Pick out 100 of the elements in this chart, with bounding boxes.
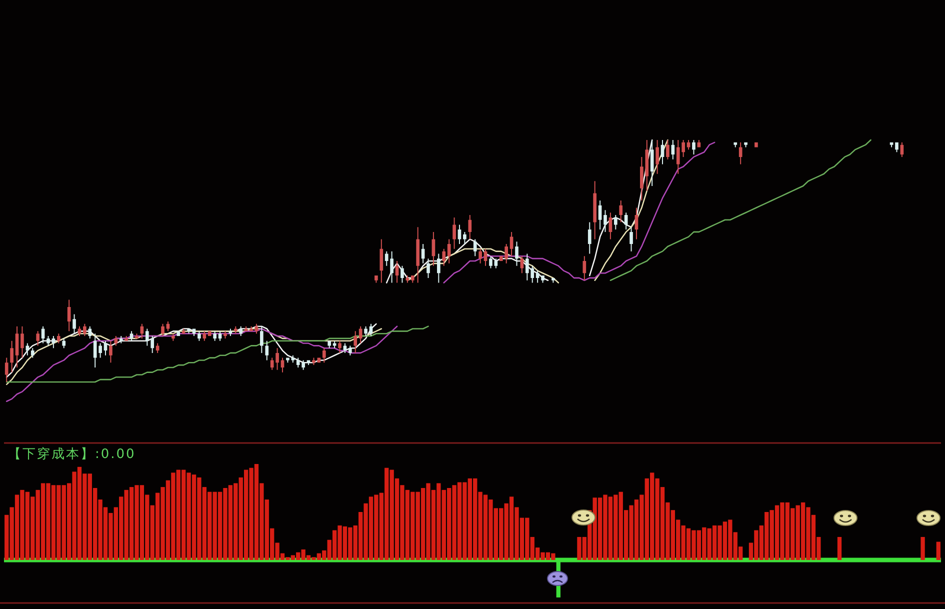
- candlestick: [4, 358, 8, 382]
- candlestick: [395, 261, 399, 283]
- candlestick: [895, 142, 898, 152]
- candlestick: [473, 239, 477, 256]
- candlestick: [30, 348, 34, 358]
- candlestick: [738, 142, 742, 164]
- candlestick: [442, 248, 446, 266]
- candlestick: [328, 340, 332, 348]
- candlestick: [369, 324, 373, 336]
- candlestick: [468, 215, 472, 240]
- candlestick: [67, 300, 71, 332]
- candlestick: [26, 343, 30, 356]
- candlestick: [608, 212, 612, 240]
- candlestick: [62, 338, 66, 348]
- candlestick: [172, 334, 175, 341]
- candlestick: [650, 140, 654, 186]
- candlestick: [400, 266, 404, 283]
- candlestick: [72, 314, 76, 334]
- candlestick: [343, 343, 347, 353]
- candlestick: [666, 140, 670, 160]
- candlestick: [109, 340, 112, 363]
- bar: [920, 536, 925, 560]
- candlestick: [56, 334, 60, 344]
- candlestick: [250, 326, 253, 332]
- candlestick: [374, 276, 378, 283]
- candlestick: [224, 331, 227, 338]
- candlestick: [656, 140, 659, 174]
- candlestick: [447, 239, 451, 264]
- candlestick: [156, 343, 160, 353]
- candlestick: [432, 232, 436, 266]
- candlestick: [520, 256, 524, 274]
- candlestick: [260, 326, 264, 353]
- candlestick: [280, 358, 284, 372]
- candlestick: [536, 270, 540, 283]
- candlestick: [582, 256, 586, 280]
- candlestick: [624, 212, 628, 230]
- candlestick: [119, 336, 123, 344]
- candlestick: [734, 142, 738, 148]
- candlestick: [744, 142, 748, 148]
- candlestick: [208, 331, 212, 336]
- candlestick: [166, 322, 170, 332]
- candlestick: [692, 140, 696, 155]
- candlestick: [463, 232, 466, 244]
- candlestick: [671, 140, 675, 160]
- candlestick: [541, 276, 544, 283]
- candlestick: [593, 181, 596, 240]
- candlestick: [598, 200, 602, 230]
- candlestick: [140, 324, 144, 338]
- candlestick: [364, 326, 368, 336]
- candlestick: [187, 328, 190, 334]
- candlestick: [354, 331, 358, 353]
- candlestick: [686, 140, 690, 150]
- candlestick: [228, 328, 232, 336]
- candlestick: [900, 142, 904, 157]
- candlestick: [124, 336, 128, 341]
- candlestick: [41, 326, 45, 344]
- chart-title: 【下穿成本】:0.00: [8, 447, 136, 462]
- candlestick: [182, 328, 186, 334]
- candlestick: [15, 326, 19, 368]
- candlestick: [161, 324, 164, 336]
- candlestick: [416, 227, 420, 283]
- candlestick: [348, 346, 352, 356]
- candlestick: [202, 331, 206, 341]
- candlestick: [588, 222, 592, 254]
- candlestick: [630, 227, 633, 252]
- candlestick: [36, 331, 40, 346]
- candlestick: [176, 331, 180, 336]
- candlestick: [135, 334, 138, 338]
- candlestick: [10, 340, 14, 372]
- candlestick: [552, 278, 555, 283]
- candlestick: [380, 239, 384, 283]
- candlestick: [198, 331, 201, 341]
- candlestick: [619, 200, 623, 222]
- candlestick: [890, 142, 894, 148]
- candlestick: [213, 331, 216, 341]
- candlestick: [130, 331, 134, 341]
- candlestick: [754, 142, 758, 148]
- candlestick: [358, 326, 362, 344]
- candlestick: [614, 215, 618, 230]
- candlestick: [83, 324, 86, 336]
- candlestick: [338, 340, 342, 353]
- candlestick: [104, 340, 108, 356]
- candlestick: [20, 326, 24, 358]
- candlestick: [515, 242, 518, 266]
- candlestick: [52, 336, 56, 348]
- candlestick: [489, 256, 492, 268]
- candlestick: [478, 248, 482, 264]
- candlestick: [46, 336, 50, 346]
- bar: [837, 536, 842, 560]
- candlestick: [458, 224, 462, 244]
- candlestick: [306, 360, 310, 366]
- candlestick: [660, 140, 664, 164]
- candlestick: [406, 276, 410, 283]
- candlestick: [510, 232, 514, 256]
- bar: [936, 542, 940, 560]
- candlestick: [484, 248, 488, 266]
- candlestick: [437, 254, 440, 283]
- candlestick: [604, 210, 607, 232]
- candlestick: [114, 336, 118, 346]
- candlestick: [634, 208, 638, 240]
